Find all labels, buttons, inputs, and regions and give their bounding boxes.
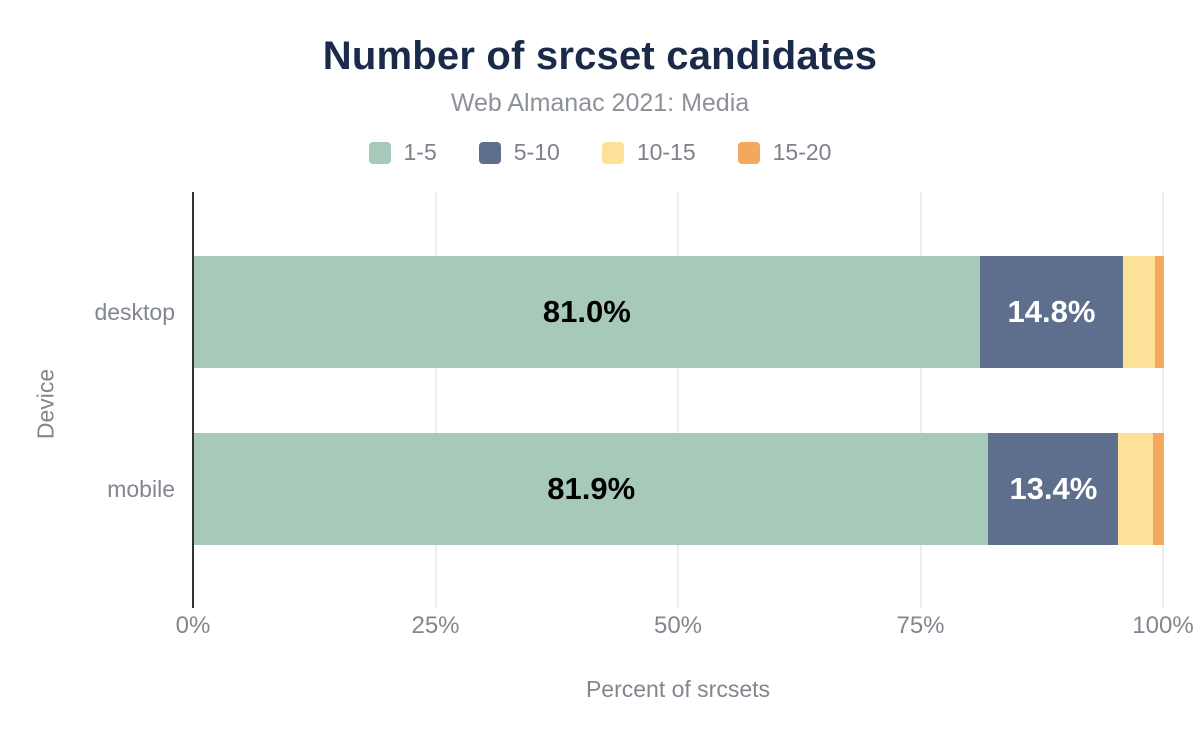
bar-segment-5-10-desktop[interactable]: 14.8% xyxy=(979,256,1124,368)
legend-item-1-5[interactable]: 1-5 xyxy=(368,139,437,166)
bar-segment-1-5-desktop[interactable]: 81.0% xyxy=(194,256,980,368)
x-axis-title: Percent of srcsets xyxy=(585,676,771,702)
legend-item-label: 10-15 xyxy=(636,139,696,165)
bar-value-label: 81.0% xyxy=(542,294,631,329)
legend-item-10-15[interactable]: 10-15 xyxy=(601,139,696,166)
bar-desktop: 81.0% 14.8% xyxy=(194,256,1164,368)
bar-value-label: 81.9% xyxy=(547,471,636,506)
bar-mobile: 81.9% 13.4% xyxy=(194,433,1164,545)
bar-segment-1-5-mobile[interactable]: 81.9% xyxy=(194,433,989,545)
y-axis-title: Device xyxy=(32,368,59,440)
legend-swatch-icon xyxy=(601,141,624,164)
legend-swatch-icon xyxy=(478,141,501,164)
legend-item-label: 15-20 xyxy=(772,139,832,165)
y-category-label-mobile: mobile xyxy=(107,476,175,502)
bar-segment-10-15-desktop[interactable] xyxy=(1123,256,1156,368)
gridline-75 xyxy=(919,192,922,608)
x-tick-label-25: 25% xyxy=(411,612,460,639)
bar-segment-15-20-desktop[interactable] xyxy=(1155,256,1164,368)
plot-area: 81.0% 14.8% 81.9% 13.4% xyxy=(192,192,1164,608)
gridline-100 xyxy=(1162,192,1164,608)
bar-segment-5-10-mobile[interactable]: 13.4% xyxy=(988,433,1119,545)
bar-segment-10-15-mobile[interactable] xyxy=(1118,433,1154,545)
y-axis-line xyxy=(192,192,194,608)
y-category-label-desktop: desktop xyxy=(94,299,175,325)
x-tick-label-75: 75% xyxy=(896,612,945,639)
legend: 1-5 5-10 10-15 15-20 xyxy=(0,139,1200,166)
legend-item-5-10[interactable]: 5-10 xyxy=(478,139,560,166)
legend-item-15-20[interactable]: 15-20 xyxy=(737,139,832,166)
x-tick-label-100: 100% xyxy=(1132,612,1194,639)
legend-swatch-icon xyxy=(368,141,391,164)
x-tick-label-0: 0% xyxy=(175,612,211,639)
gridline-25 xyxy=(434,192,437,608)
gridline-50 xyxy=(677,192,679,608)
chart-subtitle: Web Almanac 2021: Media xyxy=(450,89,750,117)
legend-swatch-icon xyxy=(737,141,760,164)
legend-item-label: 1-5 xyxy=(403,139,437,165)
bar-value-label: 13.4% xyxy=(1009,471,1098,506)
x-tick-label-50: 50% xyxy=(653,612,703,639)
chart-title: Number of srcset candidates xyxy=(322,34,878,78)
legend-item-label: 5-10 xyxy=(513,139,560,165)
bar-value-label: 14.8% xyxy=(1007,294,1096,329)
bar-segment-15-20-mobile[interactable] xyxy=(1153,433,1164,545)
